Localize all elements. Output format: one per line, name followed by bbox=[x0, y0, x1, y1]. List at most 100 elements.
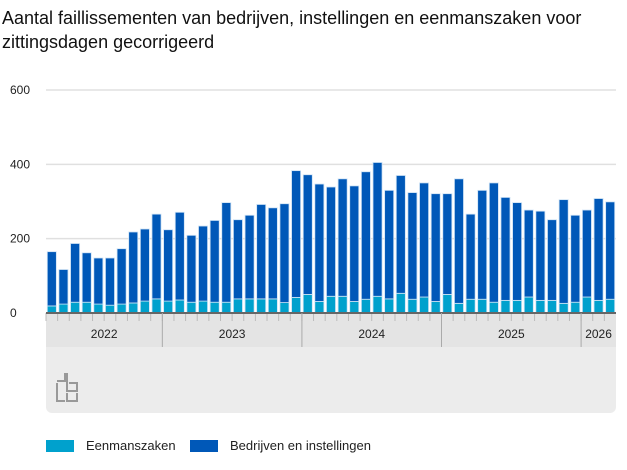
year-label: 2023 bbox=[219, 327, 246, 341]
cbs-logo-icon bbox=[56, 373, 78, 402]
bar-eenmanszaken-2024-11 bbox=[419, 296, 429, 314]
bar-eenmanszaken-2023-03 bbox=[186, 301, 197, 314]
bar-bedrijven-2022-05 bbox=[70, 243, 81, 303]
bar-bedrijven-2022-10 bbox=[128, 231, 139, 304]
bar-bedrijven-2025-01 bbox=[442, 193, 453, 295]
bar-bedrijven-2024-07 bbox=[372, 162, 383, 297]
y-tick-label: 200 bbox=[10, 232, 30, 246]
bar-eenmanszaken-2023-09 bbox=[256, 298, 267, 314]
bar-eenmanszaken-2022-07 bbox=[93, 303, 104, 314]
bar-eenmanszaken-2022-03 bbox=[46, 305, 57, 314]
bar-bedrijven-2023-09 bbox=[256, 204, 267, 300]
bar-bedrijven-2025-12 bbox=[570, 214, 581, 303]
bar-eenmanszaken-2023-10 bbox=[267, 298, 278, 314]
bar-eenmanszaken-2025-11 bbox=[558, 302, 569, 314]
bar-eenmanszaken-2022-12 bbox=[151, 298, 162, 314]
bar-eenmanszaken-2024-07 bbox=[372, 295, 383, 314]
year-label: 2025 bbox=[498, 327, 525, 341]
bar-bedrijven-2025-08 bbox=[523, 209, 534, 298]
bar-eenmanszaken-2023-02 bbox=[174, 299, 185, 314]
bar-eenmanszaken-2022-08 bbox=[105, 304, 115, 314]
bar-eenmanszaken-2023-04 bbox=[198, 300, 208, 314]
bar-bedrijven-2024-03 bbox=[326, 186, 336, 297]
bar-bedrijven-2024-02 bbox=[314, 183, 325, 302]
bar-bedrijven-2023-02 bbox=[174, 211, 185, 301]
bar-bedrijven-2025-04 bbox=[477, 189, 488, 300]
bar-bedrijven-2024-08 bbox=[384, 189, 395, 300]
bar-bedrijven-2023-06 bbox=[221, 202, 232, 303]
bar-eenmanszaken-2025-12 bbox=[570, 301, 581, 314]
bar-bedrijven-2024-12 bbox=[430, 193, 441, 302]
bar-eenmanszaken-2026-02 bbox=[593, 299, 604, 314]
legend-item-bedrijven[interactable]: Bedrijven en instellingen bbox=[190, 438, 371, 453]
bar-eenmanszaken-2025-06 bbox=[500, 299, 511, 314]
bar-eenmanszaken-2024-10 bbox=[407, 298, 418, 314]
bar-bedrijven-2025-10 bbox=[547, 219, 557, 301]
bar-bedrijven-2025-06 bbox=[500, 197, 511, 301]
bar-bedrijven-2024-11 bbox=[419, 182, 429, 298]
bar-eenmanszaken-2023-01 bbox=[163, 300, 174, 314]
bar-eenmanszaken-2025-04 bbox=[477, 298, 488, 314]
bar-bedrijven-2022-09 bbox=[116, 248, 127, 305]
bar-bedrijven-2026-01 bbox=[581, 209, 592, 298]
bar-eenmanszaken-2022-05 bbox=[70, 301, 81, 314]
bar-eenmanszaken-2025-01 bbox=[442, 294, 453, 314]
bar-eenmanszaken-2022-04 bbox=[58, 303, 69, 314]
bar-bedrijven-2023-07 bbox=[233, 219, 243, 300]
bar-eenmanszaken-2025-03 bbox=[465, 298, 476, 314]
bar-eenmanszaken-2024-09 bbox=[395, 292, 406, 314]
y-tick-label: 400 bbox=[10, 157, 30, 171]
legend-label: Bedrijven en instellingen bbox=[230, 438, 371, 453]
bar-bedrijven-2023-01 bbox=[163, 229, 174, 302]
bar-bedrijven-2024-05 bbox=[349, 185, 360, 302]
bar-bedrijven-2022-04 bbox=[58, 269, 69, 305]
legend-item-eenmanszaken[interactable]: Eenmanszaken bbox=[46, 438, 176, 453]
bar-bedrijven-2023-04 bbox=[198, 225, 208, 302]
bar-bedrijven-2023-12 bbox=[291, 170, 302, 298]
bar-eenmanszaken-2025-02 bbox=[454, 302, 464, 314]
bar-eenmanszaken-2022-11 bbox=[139, 300, 150, 314]
bar-bedrijven-2022-03 bbox=[46, 251, 57, 307]
bar-bedrijven-2024-01 bbox=[302, 174, 313, 295]
bar-eenmanszaken-2022-06 bbox=[81, 301, 92, 314]
year-label: 2026 bbox=[585, 327, 612, 341]
bar-eenmanszaken-2023-05 bbox=[209, 301, 220, 314]
legend-swatch bbox=[190, 439, 218, 452]
bar-eenmanszaken-2026-01 bbox=[581, 296, 592, 314]
bar-bedrijven-2023-03 bbox=[186, 234, 197, 303]
bar-eenmanszaken-2024-06 bbox=[360, 298, 371, 314]
bar-bedrijven-2025-03 bbox=[465, 213, 476, 300]
bar-eenmanszaken-2026-03 bbox=[605, 298, 616, 314]
bar-bedrijven-2025-11 bbox=[558, 199, 569, 304]
bar-eenmanszaken-2024-12 bbox=[430, 301, 441, 314]
bar-eenmanszaken-2024-01 bbox=[302, 294, 313, 314]
bar-bedrijven-2024-09 bbox=[395, 175, 406, 294]
year-label: 2024 bbox=[358, 327, 385, 341]
bar-bedrijven-2024-04 bbox=[337, 178, 348, 297]
bar-bedrijven-2025-05 bbox=[488, 182, 499, 303]
bar-eenmanszaken-2023-11 bbox=[279, 302, 290, 314]
bar-bedrijven-2024-06 bbox=[360, 171, 371, 300]
bar-bedrijven-2023-10 bbox=[267, 207, 278, 300]
bar-bedrijven-2023-05 bbox=[209, 220, 220, 303]
bar-eenmanszaken-2022-10 bbox=[128, 302, 139, 314]
bar-eenmanszaken-2025-07 bbox=[512, 299, 523, 314]
bar-bedrijven-2026-02 bbox=[593, 198, 604, 301]
bar-eenmanszaken-2024-02 bbox=[314, 301, 325, 314]
y-tick-label: 600 bbox=[10, 83, 30, 97]
bar-eenmanszaken-2022-09 bbox=[116, 303, 127, 314]
bar-eenmanszaken-2024-05 bbox=[349, 301, 360, 314]
bar-bedrijven-2025-02 bbox=[454, 178, 464, 304]
bar-eenmanszaken-2025-10 bbox=[547, 299, 557, 314]
bar-eenmanszaken-2025-05 bbox=[488, 301, 499, 314]
legend-swatch bbox=[46, 439, 74, 452]
bar-bedrijven-2023-08 bbox=[244, 214, 255, 300]
bar-bedrijven-2022-11 bbox=[139, 228, 150, 302]
bar-bedrijven-2025-09 bbox=[535, 210, 546, 301]
year-label: 2022 bbox=[91, 327, 118, 341]
bar-eenmanszaken-2024-04 bbox=[337, 295, 348, 314]
chart-title: Aantal faillissementen van bedrijven, in… bbox=[2, 8, 582, 52]
bar-bedrijven-2023-11 bbox=[279, 203, 290, 303]
bar-bedrijven-2022-08 bbox=[105, 257, 115, 306]
legend-label: Eenmanszaken bbox=[86, 438, 176, 453]
